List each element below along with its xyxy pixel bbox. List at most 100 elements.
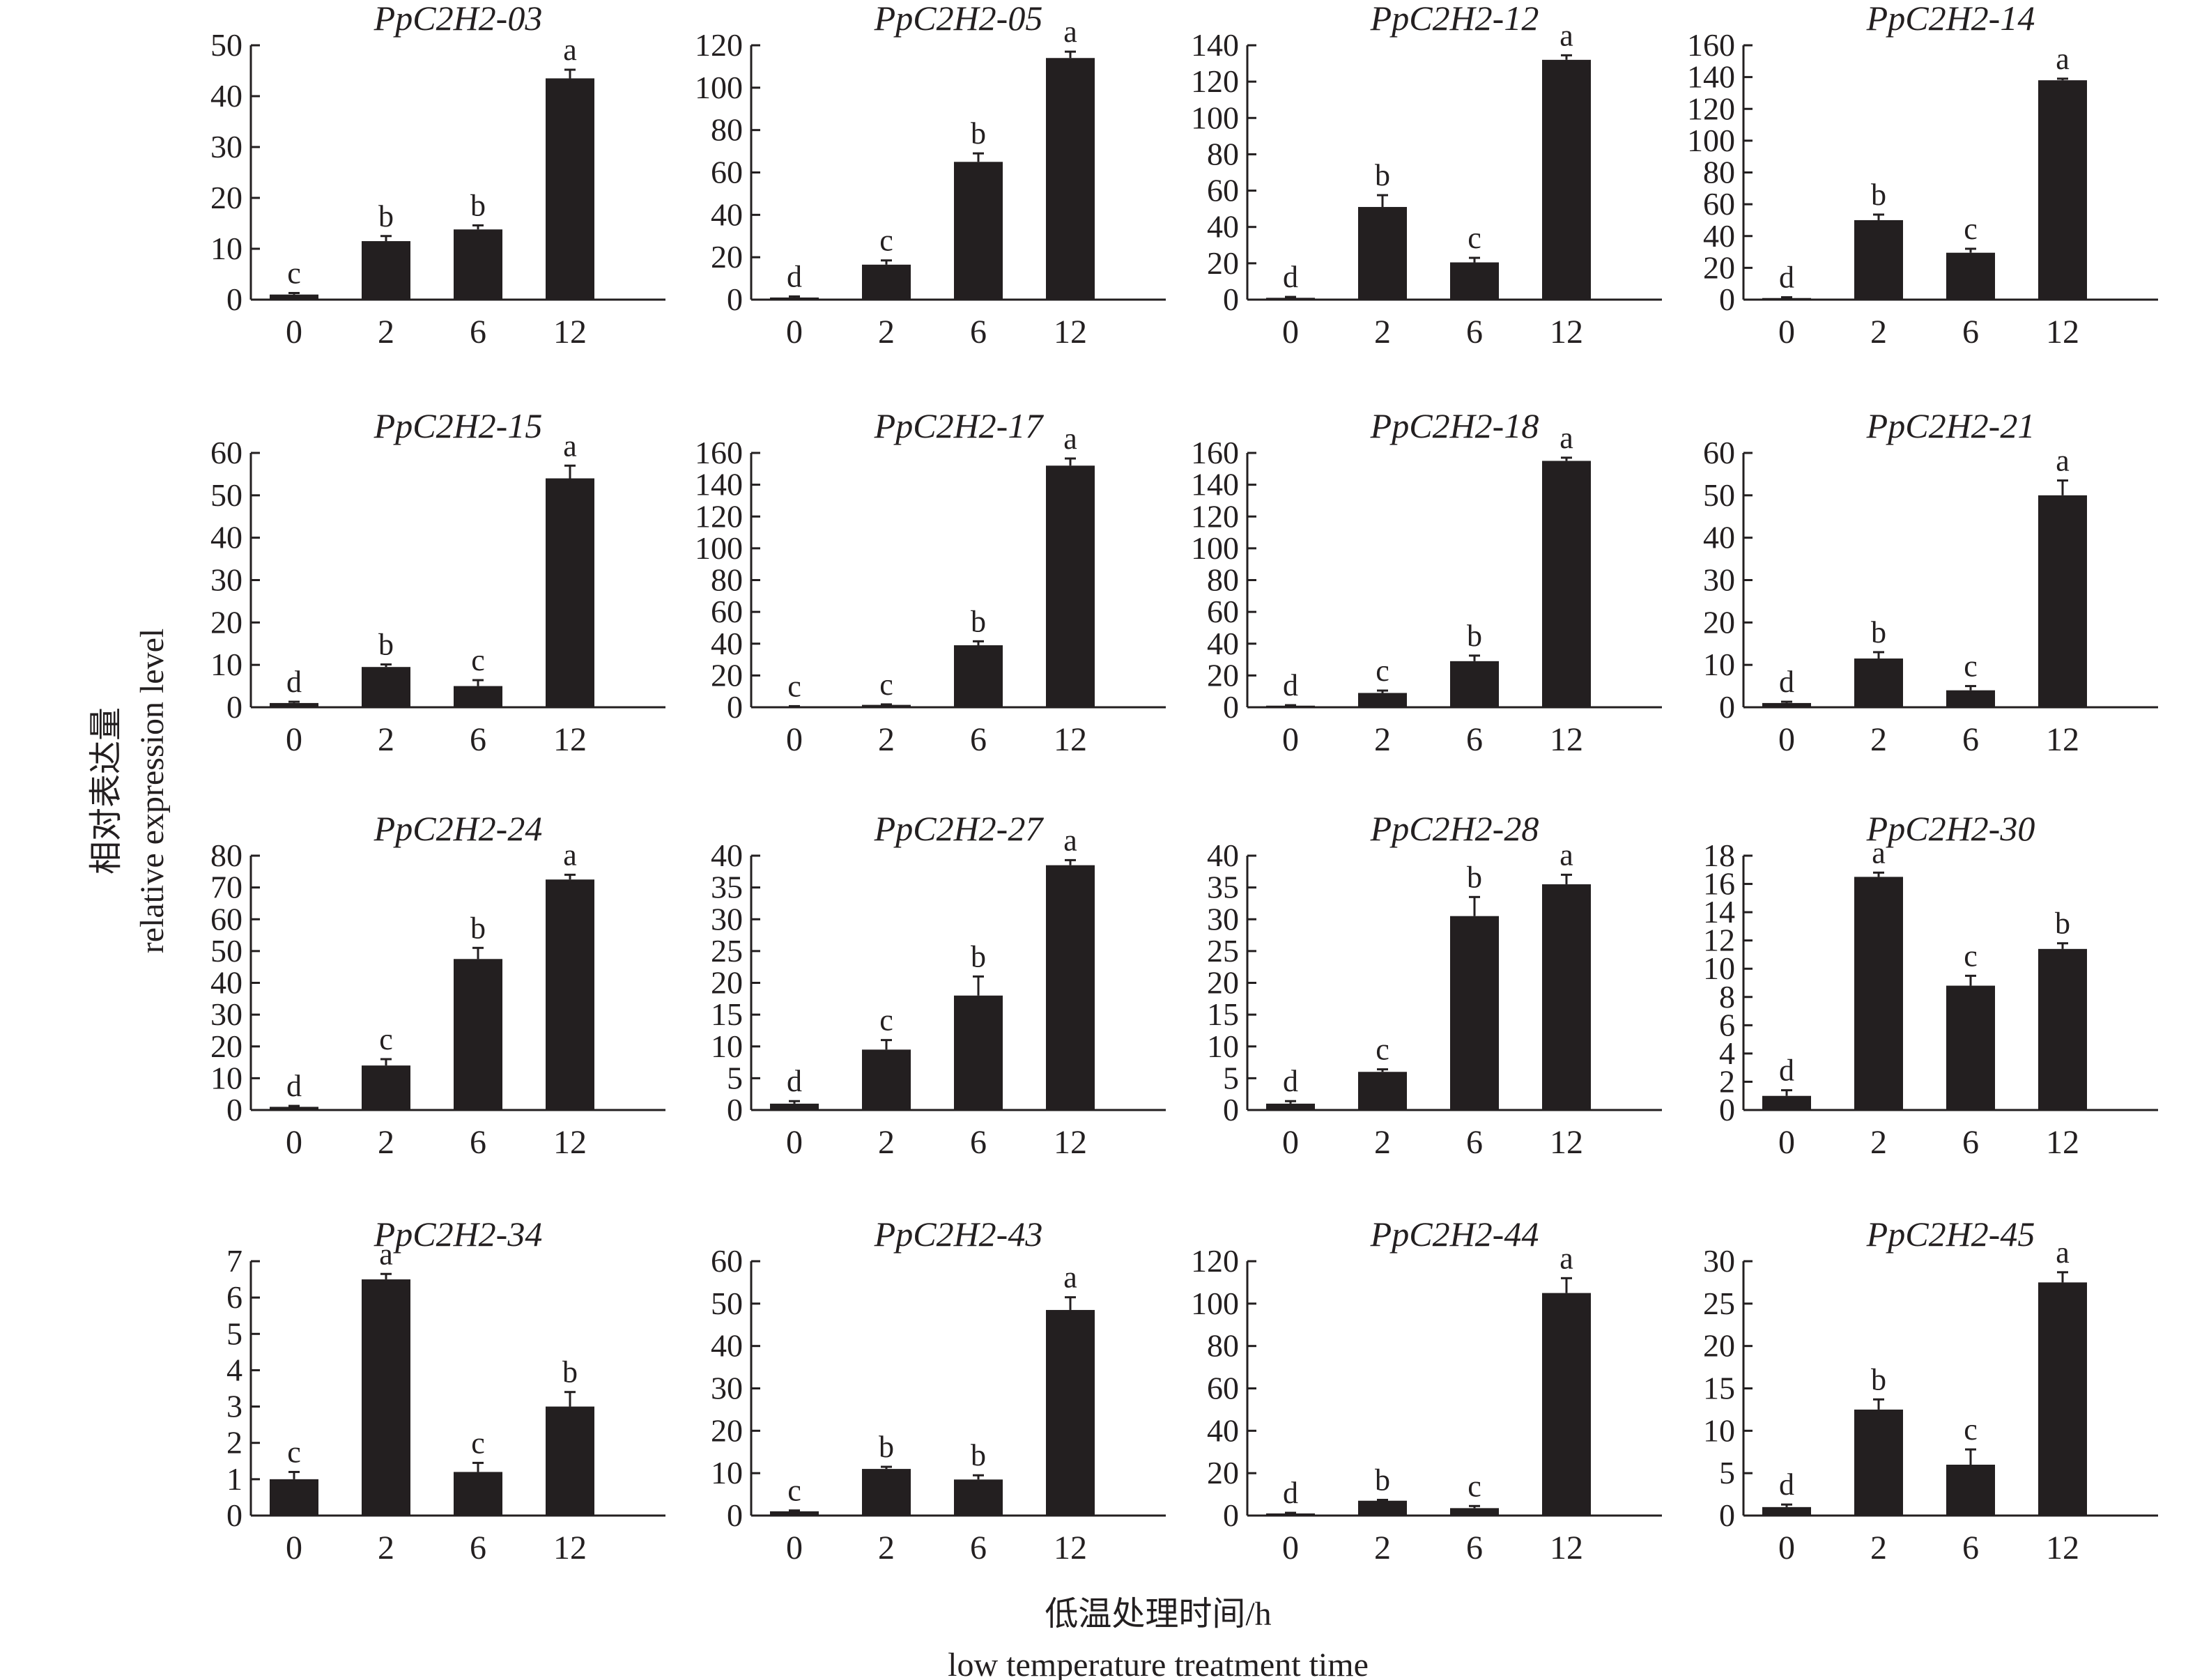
bar: [954, 1479, 1003, 1516]
y-tick-label: 40: [711, 838, 743, 873]
significance-label: b: [971, 604, 986, 638]
y-tick-label: 25: [1703, 1286, 1735, 1321]
bar: [546, 879, 594, 1110]
significance-label: b: [378, 628, 394, 662]
x-tick-label: 12: [1054, 1529, 1087, 1566]
significance-label: a: [1063, 422, 1077, 456]
significance-label: a: [1872, 835, 1886, 870]
bar: [862, 704, 911, 707]
bar: [1542, 1293, 1591, 1516]
significance-label: a: [2056, 1235, 2070, 1270]
y-tick-label: 30: [210, 562, 242, 598]
bar: [2038, 495, 2087, 707]
bar: [1266, 705, 1315, 707]
bar: [1266, 298, 1315, 300]
significance-label: b: [1467, 860, 1482, 894]
y-tick-label: 80: [711, 562, 743, 598]
y-tick-label: 30: [1703, 1243, 1735, 1279]
significance-label: b: [971, 1438, 986, 1472]
y-tick-label: 40: [210, 78, 242, 114]
y-tick-label: 100: [1687, 123, 1735, 158]
significance-label: d: [1779, 665, 1794, 699]
y-tick-label: 30: [1703, 562, 1735, 598]
y-tick-label: 10: [1703, 1412, 1735, 1448]
y-tick-label: 20: [711, 965, 743, 1001]
x-tick-label: 2: [1870, 1124, 1887, 1161]
y-tick-label: 50: [1703, 477, 1735, 513]
bar: [270, 1479, 318, 1516]
significance-label: b: [470, 188, 486, 222]
y-tick-label: 10: [711, 1028, 743, 1064]
y-tick-label: 0: [1719, 1092, 1735, 1127]
bar: [1854, 219, 1903, 300]
x-tick-label: 12: [2046, 314, 2079, 350]
x-tick-label: 0: [1778, 314, 1795, 350]
significance-label: b: [1871, 1362, 1886, 1396]
significance-label: c: [287, 1435, 301, 1469]
y-tick-label: 0: [727, 282, 743, 317]
bar: [270, 702, 318, 707]
x-tick-label: 6: [470, 314, 486, 350]
chart-title: PpC2H2-43: [874, 1215, 1043, 1254]
y-tick-label: 15: [711, 996, 743, 1032]
y-tick-label: 120: [695, 27, 743, 63]
y-tick-label: 35: [1207, 870, 1239, 905]
y-tick-label: 25: [1207, 933, 1239, 969]
bar: [1946, 985, 1995, 1110]
x-tick-label: 6: [470, 1529, 486, 1566]
y-tick-label: 60: [711, 1243, 743, 1279]
bar: [862, 264, 911, 300]
x-tick-label: 0: [1282, 1124, 1299, 1161]
bar: [362, 1279, 410, 1516]
y-tick-label: 20: [1207, 245, 1239, 281]
y-tick-label: 20: [210, 604, 242, 640]
significance-label: c: [1468, 1469, 1481, 1503]
bar: [2038, 80, 2087, 300]
chart-grid: PpC2H2-0301020304050c0b2b6a12PpC2H2-0502…: [210, 0, 2158, 1566]
bar: [1450, 1508, 1499, 1516]
y-tick-label: 18: [1703, 838, 1735, 873]
x-tick-label: 6: [1466, 1124, 1483, 1161]
bar: [454, 1472, 502, 1516]
chart-title: PpC2H2-15: [373, 406, 543, 445]
significance-label: b: [971, 116, 986, 151]
x-tick-label: 2: [1870, 314, 1887, 350]
chart-title: PpC2H2-45: [1866, 1215, 2035, 1254]
significance-label: c: [471, 1426, 485, 1460]
y-tick-label: 50: [210, 477, 242, 513]
x-tick-label: 0: [1778, 721, 1795, 758]
x-tick-label: 6: [970, 314, 987, 350]
bar: [1946, 690, 1995, 707]
y-tick-label: 25: [711, 933, 743, 969]
y-tick-label: 10: [1703, 647, 1735, 682]
x-tick-label: 2: [378, 1529, 394, 1566]
y-tick-label: 20: [1207, 1455, 1239, 1490]
bar: [270, 1107, 318, 1110]
bar: [1762, 1095, 1811, 1110]
y-tick-label: 0: [1719, 282, 1735, 317]
y-tick-label: 160: [695, 435, 743, 470]
y-tick-label: 60: [1703, 435, 1735, 470]
y-axis-title-cn: 相对表达量: [88, 707, 125, 874]
y-tick-label: 140: [1687, 59, 1735, 95]
x-tick-label: 12: [1054, 314, 1087, 350]
significance-label: c: [1964, 1412, 1978, 1447]
x-tick-label: 0: [786, 314, 803, 350]
significance-label: c: [287, 256, 301, 291]
x-tick-label: 2: [1374, 1124, 1391, 1161]
chart-title: PpC2H2-24: [373, 809, 543, 848]
bar: [546, 1406, 594, 1516]
bar: [770, 1511, 819, 1516]
y-tick-label: 30: [210, 996, 242, 1032]
bar: [546, 478, 594, 707]
y-tick-label: 20: [1703, 249, 1735, 285]
bar: [2038, 1282, 2087, 1516]
x-tick-label: 2: [378, 1124, 394, 1161]
bar: [454, 229, 502, 300]
chart-panel: PpC2H2-44 0 20 40 60 80 100 120 d 0 b 2 c 6 a 12: [1191, 1215, 1662, 1566]
